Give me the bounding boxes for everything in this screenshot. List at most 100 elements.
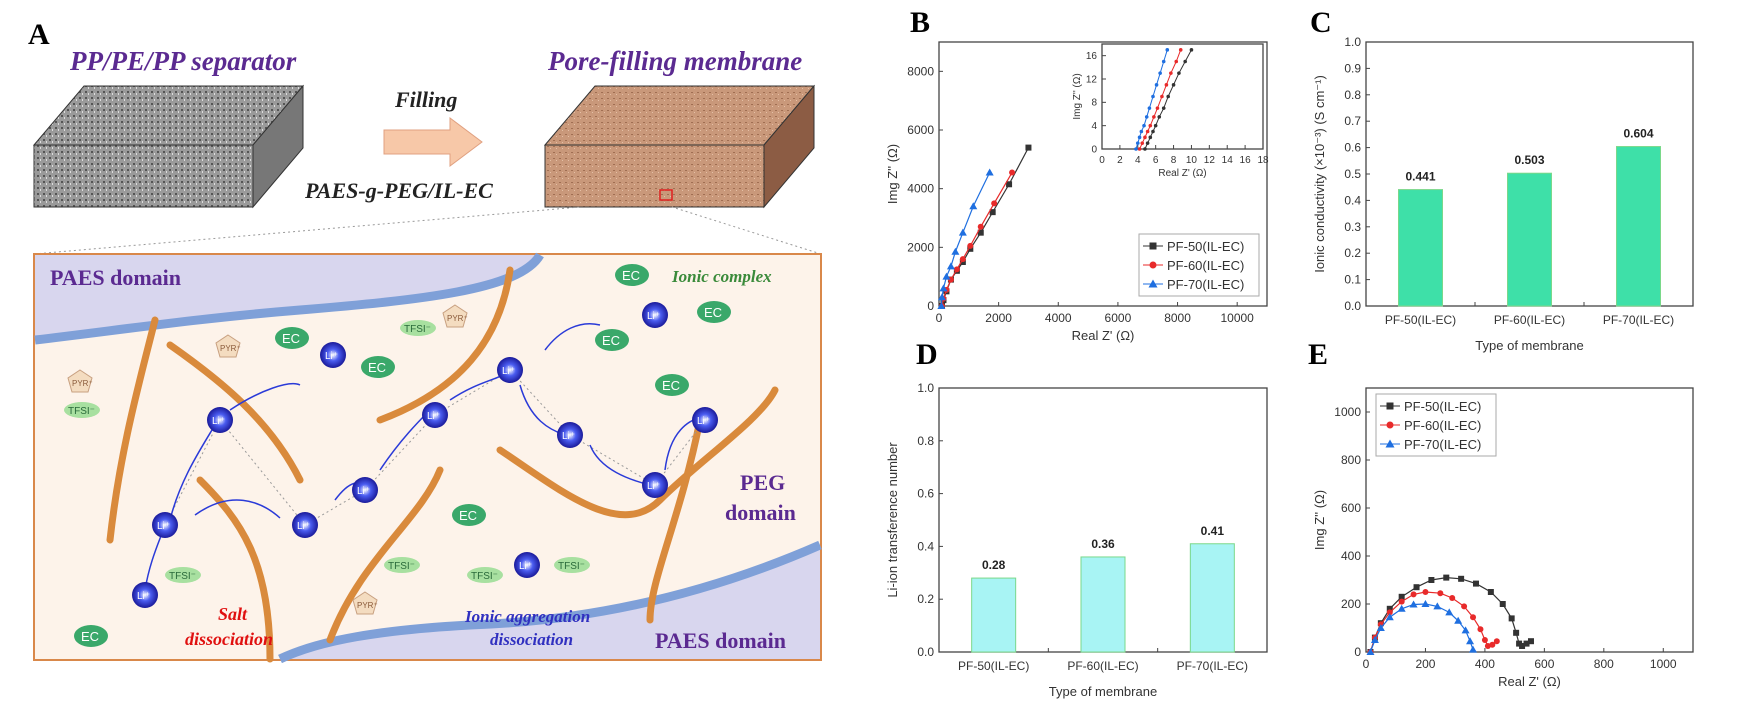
zoom-region-marker bbox=[659, 189, 673, 201]
data-point bbox=[1487, 589, 1494, 595]
data-point bbox=[1366, 648, 1375, 655]
chart-B: 0 2000 4000 6000 8000 0 2000 4000 6000 8000 10000 R… bbox=[885, 41, 1268, 343]
data-point bbox=[939, 284, 948, 292]
data-point bbox=[967, 242, 974, 249]
x-tick-label: 1000 bbox=[1650, 657, 1677, 671]
svg-text:Li⁺: Li⁺ bbox=[157, 521, 170, 532]
plot-frame bbox=[938, 41, 1268, 307]
y-tick-label: 0 bbox=[1354, 645, 1361, 659]
y-axis-label: Img Z'' (Ω) bbox=[885, 144, 900, 204]
inset-data-point bbox=[1137, 135, 1142, 140]
panel-label-b: B bbox=[910, 6, 931, 39]
inset-data-point bbox=[1143, 135, 1147, 140]
inset-data-point bbox=[1153, 123, 1158, 128]
schematic-panel-a: PP/PE/PP separator Pore-filling membrane… bbox=[32, 46, 822, 664]
y-tick-label: 600 bbox=[1341, 501, 1361, 515]
y-tick-label: 4000 bbox=[907, 182, 934, 196]
data-point bbox=[1376, 624, 1385, 631]
data-point bbox=[1370, 636, 1379, 643]
svg-text:Li⁺: Li⁺ bbox=[562, 431, 575, 442]
aggregation-label-2: dissociation bbox=[490, 630, 573, 649]
data-point bbox=[977, 229, 984, 236]
salt-label-2: dissociation bbox=[185, 629, 273, 649]
data-point bbox=[1527, 638, 1534, 645]
inset-data-point bbox=[1147, 106, 1152, 110]
y-tick-label: 12 bbox=[1086, 74, 1098, 85]
x-axis-label: Real Z' (Ω) bbox=[1498, 674, 1561, 689]
data-point bbox=[1458, 575, 1465, 582]
legend-label: PF-70(IL-EC) bbox=[1404, 437, 1481, 452]
data-point bbox=[1449, 595, 1456, 601]
data-point bbox=[1461, 626, 1470, 634]
panel-label-d: D bbox=[916, 338, 938, 371]
data-point bbox=[1428, 577, 1435, 583]
x-tick-label: 4 bbox=[1135, 155, 1141, 166]
svg-text:PYR⁺: PYR⁺ bbox=[220, 344, 241, 353]
series-line bbox=[941, 147, 1029, 307]
ec-molecules: EC EC EC EC EC EC EC EC bbox=[74, 264, 731, 647]
x-tick-label: 2000 bbox=[985, 311, 1012, 325]
svg-text:Li⁺: Li⁺ bbox=[519, 561, 532, 572]
svg-text:EC: EC bbox=[704, 305, 722, 320]
inset-data-point bbox=[1161, 59, 1166, 64]
svg-text:Li⁺: Li⁺ bbox=[647, 311, 660, 322]
data-point bbox=[1519, 643, 1526, 649]
data-point bbox=[1009, 169, 1016, 176]
y-tick-label: 0.5 bbox=[1344, 167, 1361, 181]
y-tick-label: 0.4 bbox=[1344, 193, 1361, 207]
inset-data-point bbox=[1165, 48, 1170, 52]
data-point bbox=[1443, 574, 1450, 581]
inset-data-point bbox=[1157, 115, 1162, 119]
aggregation-label-1: Ionic aggregation bbox=[464, 607, 590, 626]
data-point bbox=[1493, 638, 1500, 645]
inset-data-point bbox=[1143, 147, 1147, 151]
inset-series-PF-50(IL-EC) bbox=[1143, 48, 1194, 151]
inset-data-point bbox=[1151, 94, 1155, 99]
data-point bbox=[1477, 626, 1484, 633]
data-point bbox=[951, 247, 960, 255]
series-PF-60(IL-EC) bbox=[1367, 589, 1500, 655]
panel-label-c: C bbox=[1310, 6, 1332, 39]
inset-data-point bbox=[1135, 141, 1140, 145]
data-point bbox=[942, 272, 951, 280]
svg-text:Li⁺: Li⁺ bbox=[325, 351, 338, 362]
category-label: PF-50(IL-EC) bbox=[958, 659, 1029, 673]
data-point bbox=[1149, 242, 1157, 250]
y-tick-label: 6000 bbox=[907, 123, 934, 137]
inset-data-point bbox=[1142, 123, 1146, 128]
chart-C: 0.0 0.1 0.2 0.3 0.4 0.5 0.6 0.7 0.8 0.9 1.0 Type of… bbox=[1312, 35, 1694, 353]
inset-data-point bbox=[1169, 71, 1173, 75]
data-point bbox=[1422, 589, 1429, 595]
data-point bbox=[959, 256, 966, 263]
svg-text:Li⁺: Li⁺ bbox=[212, 416, 225, 427]
svg-text:TFSI⁻: TFSI⁻ bbox=[404, 324, 431, 335]
x-tick-label: 14 bbox=[1222, 155, 1234, 166]
series-PF-70(IL-EC) bbox=[1366, 600, 1478, 655]
inset-x-axis-label: Real Z' (Ω) bbox=[1158, 168, 1206, 179]
x-axis-label: Real Z' (Ω) bbox=[1072, 328, 1135, 343]
data-point bbox=[969, 202, 978, 210]
data-point bbox=[991, 200, 998, 207]
x-tick-label: 18 bbox=[1257, 155, 1269, 166]
x-axis-label: Type of membrane bbox=[1475, 338, 1583, 353]
salt-label-1: Salt bbox=[218, 604, 248, 624]
filling-material-label: PAES-g-PEG/IL-EC bbox=[304, 178, 493, 203]
inset-data-point bbox=[1134, 147, 1138, 151]
y-tick-label: 8000 bbox=[907, 64, 934, 78]
y-tick-label: 0.2 bbox=[917, 592, 934, 606]
data-point bbox=[1385, 439, 1395, 448]
data-point bbox=[946, 262, 955, 270]
y-tick-label: 0.6 bbox=[1344, 141, 1361, 155]
series-line bbox=[1369, 603, 1474, 653]
x-tick-label: 10 bbox=[1186, 155, 1198, 166]
y-tick-label: 16 bbox=[1086, 51, 1098, 62]
data-point bbox=[937, 302, 946, 309]
data-point bbox=[1513, 629, 1520, 636]
data-point bbox=[1410, 591, 1417, 598]
bar bbox=[1398, 189, 1443, 307]
bar bbox=[971, 577, 1017, 653]
y-tick-label: 0.2 bbox=[1344, 246, 1361, 260]
y-tick-label: 8 bbox=[1091, 98, 1097, 109]
svg-text:TFSI⁻: TFSI⁻ bbox=[68, 406, 95, 417]
inset-data-point bbox=[1164, 83, 1169, 87]
